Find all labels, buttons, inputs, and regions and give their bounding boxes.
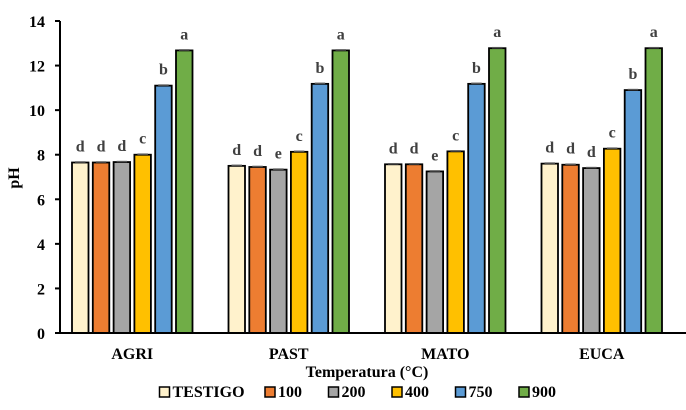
x-axis-label: Temperatura (°C)	[306, 364, 429, 381]
significance-letter: a	[180, 26, 188, 43]
significance-letter: b	[628, 66, 637, 83]
bar-mato-900	[488, 47, 507, 334]
bar-past-testigo	[227, 164, 246, 334]
x-category-label: EUCA	[579, 346, 625, 363]
legend-label: TESTIGO	[173, 384, 245, 401]
legend-label: 750	[469, 384, 493, 401]
significance-letter: d	[545, 140, 554, 157]
legend-swatch-750	[454, 386, 467, 398]
y-tick-label: 2	[37, 281, 45, 298]
bar-euca-400	[603, 147, 622, 334]
bar-mato-400	[446, 150, 465, 334]
legend-label: 200	[342, 384, 366, 401]
significance-letter: d	[389, 140, 398, 157]
bar-mato-200	[425, 170, 445, 334]
significance-letter: b	[159, 62, 168, 79]
legend-swatch-900	[518, 386, 530, 398]
significance-letter: e	[431, 147, 438, 164]
bar-agri-100	[91, 161, 111, 334]
legend-swatch-400	[391, 386, 403, 398]
x-category-label: PAST	[269, 346, 309, 363]
y-axis-label: pH	[6, 167, 23, 189]
x-category-label: MATO	[421, 346, 469, 363]
legend-label: 400	[405, 384, 429, 401]
significance-letter: d	[117, 138, 126, 155]
significance-letter: c	[609, 125, 616, 142]
y-tick-label: 0	[37, 326, 45, 343]
bar-past-200	[269, 168, 288, 334]
y-tick-label: 12	[29, 59, 45, 76]
bar-agri-400	[133, 153, 152, 334]
bar-mato-750	[467, 82, 486, 334]
significance-letter: e	[275, 146, 282, 163]
bar-mato-100	[404, 163, 424, 334]
bar-past-750	[310, 82, 330, 334]
bar-euca-750	[623, 89, 643, 334]
significance-letter: d	[410, 140, 419, 157]
significance-letter: c	[296, 128, 303, 145]
significance-letter: b	[315, 60, 324, 77]
significance-letter: d	[97, 139, 106, 156]
y-tick-label: 14	[29, 14, 45, 31]
y-tick-label: 6	[37, 192, 45, 209]
bar-euca-900	[644, 47, 663, 334]
y-tick-label: 10	[29, 103, 45, 120]
bar-euca-200	[582, 167, 601, 334]
significance-letter: d	[587, 144, 596, 161]
bar-past-900	[331, 49, 350, 334]
legend-swatch-100	[264, 386, 276, 398]
bar-mato-testigo	[384, 163, 403, 334]
bar-past-400	[289, 150, 309, 334]
x-category-label: AGRI	[111, 346, 153, 363]
significance-letter: a	[650, 24, 658, 41]
legend-label: 900	[532, 384, 556, 401]
bar-agri-750	[154, 84, 173, 334]
significance-letter: d	[566, 141, 575, 158]
significance-letter: b	[472, 60, 481, 77]
bar-agri-900	[175, 49, 194, 334]
y-axis: 0 2 4 6 8 10 12 14	[29, 14, 61, 343]
significance-letter: c	[452, 127, 459, 144]
significance-letter: a	[493, 24, 501, 41]
bar-agri-200	[112, 161, 131, 334]
significance-letter: d	[232, 142, 241, 159]
bar-agri-testigo	[71, 161, 90, 334]
bar-euca-testigo	[540, 162, 559, 334]
significance-letter: c	[139, 131, 146, 148]
bar-past-100	[248, 166, 267, 334]
y-tick-label: 4	[37, 237, 45, 254]
significance-letter: d	[253, 143, 262, 160]
legend-label: 100	[278, 384, 302, 401]
legend: TESTIGO 100 200 400 750 900	[158, 384, 556, 401]
y-tick-label: 8	[37, 148, 45, 165]
x-axis: AGRI PAST MATO EUCA	[55, 332, 686, 363]
significance-letter: a	[337, 26, 345, 43]
significance-letter: d	[76, 139, 85, 156]
bar-euca-100	[561, 163, 580, 334]
legend-swatch-testigo	[158, 386, 171, 398]
legend-swatch-200	[327, 386, 340, 398]
